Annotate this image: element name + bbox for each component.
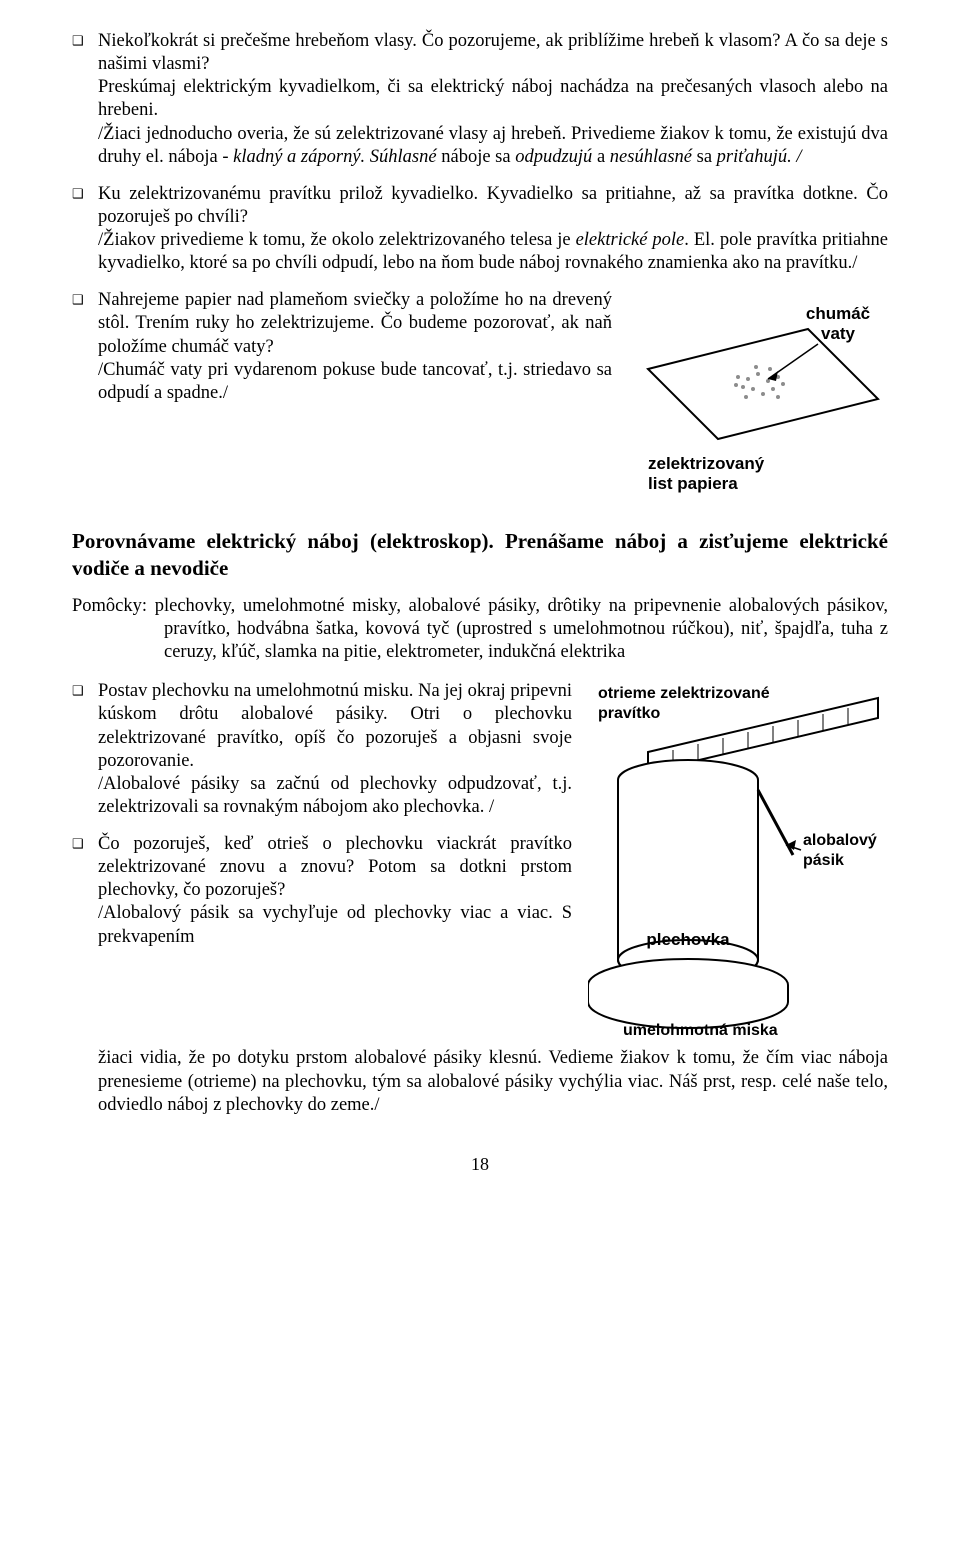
bullet-body: Postav plechovku na umelohmotnú misku. N…	[98, 680, 572, 819]
text: sa	[692, 147, 717, 167]
text: /Alobalové pásiky sa začnú od plechovky …	[98, 774, 572, 817]
svg-text:plechovka: plechovka	[646, 930, 730, 949]
bullet-item: ❑ Ku zelektrizovanému pravítku prilož ky…	[72, 183, 888, 276]
bullet-marker: ❑	[72, 30, 98, 169]
svg-text:zelektrizovaný: zelektrizovaný	[648, 454, 765, 473]
bullet-body: Ku zelektrizovanému pravítku prilož kyva…	[98, 183, 888, 276]
figure-paper: chumáč vaty zelektrizovaný list papiera	[628, 289, 888, 506]
text-italic: priťahujú. /	[717, 147, 802, 167]
bullet-item: ❑ Nahrejeme papier nad plameňom sviečky …	[72, 289, 612, 405]
svg-text:list papiera: list papiera	[648, 474, 738, 493]
text-italic: kladný a záporný. Súhlasné	[233, 147, 436, 167]
svg-text:pásik: pásik	[803, 852, 844, 869]
bullet-marker: ❑	[72, 680, 98, 819]
text: Čo pozoruješ, keď otrieš o plechovku via…	[98, 834, 572, 900]
text: Niekoľkokrát si prečešme hrebeňom vlasy.…	[98, 31, 888, 74]
text: a	[592, 147, 609, 167]
section-heading: Porovnávame elektrický náboj (elektrosko…	[72, 528, 888, 581]
svg-text:alobalový: alobalový	[803, 832, 877, 849]
svg-text:umelohmotná miska: umelohmotná miska	[623, 1022, 778, 1039]
svg-text:chumáč: chumáč	[806, 304, 870, 323]
bullets-with-can-figure: ❑ Postav plechovku na umelohmotnú misku.…	[72, 680, 888, 1047]
text: Ku zelektrizovanému pravítku prilož kyva…	[98, 184, 888, 227]
text: Postav plechovku na umelohmotnú misku. N…	[98, 681, 572, 770]
bullet-tail: žiaci vidia, že po dotyku prstom alobalo…	[72, 1047, 888, 1116]
text-italic: nesúhlasné	[610, 147, 692, 167]
bullet-body: Niekoľkokrát si prečešme hrebeňom vlasy.…	[98, 30, 888, 169]
svg-text:otrieme zelektrizované: otrieme zelektrizované	[598, 685, 770, 702]
bullet-column: ❑ Postav plechovku na umelohmotnú misku.…	[72, 680, 572, 948]
bullet-body: Čo pozoruješ, keď otrieš o plechovku via…	[98, 833, 572, 949]
bullet-marker: ❑	[72, 183, 98, 276]
text: Preskúmaj elektrickým kyvadielkom, či sa…	[98, 77, 888, 120]
pomocky-paragraph: Pomôcky: plechovky, umelohmotné misky, a…	[72, 595, 888, 664]
text: žiaci vidia, že po dotyku prstom alobalo…	[98, 1048, 888, 1114]
svg-text:vaty: vaty	[821, 324, 856, 343]
page-number: 18	[72, 1153, 888, 1176]
text: /Žiakov privedieme k tomu, že okolo zele…	[98, 230, 576, 250]
bullet-marker: ❑	[72, 833, 98, 949]
can-diagram-svg: otrieme zelektrizované pravítko alobalov…	[588, 680, 888, 1040]
text-italic: elektrické pole	[576, 230, 685, 250]
text: Nahrejeme papier nad plameňom sviečky a …	[98, 290, 612, 356]
bullet-marker: ❑	[72, 289, 98, 405]
text: náboje sa	[437, 147, 516, 167]
bullet-item: ❑ Čo pozoruješ, keď otrieš o plechovku v…	[72, 833, 572, 949]
bullet-item: ❑ Niekoľkokrát si prečešme hrebeňom vlas…	[72, 30, 888, 169]
svg-text:pravítko: pravítko	[598, 705, 660, 722]
text: /Chumáč vaty pri vydarenom pokuse bude t…	[98, 360, 612, 403]
text-italic: odpudzujú	[515, 147, 592, 167]
bullet-item: ❑ Postav plechovku na umelohmotnú misku.…	[72, 680, 572, 819]
bullet-body: Nahrejeme papier nad plameňom sviečky a …	[98, 289, 612, 405]
paper-diagram-svg: chumáč vaty zelektrizovaný list papiera	[628, 289, 888, 499]
bullet-with-figure: ❑ Nahrejeme papier nad plameňom sviečky …	[72, 289, 888, 506]
figure-can: otrieme zelektrizované pravítko alobalov…	[588, 680, 888, 1047]
text: /Alobalový pásik sa vychyľuje od plechov…	[98, 903, 572, 946]
